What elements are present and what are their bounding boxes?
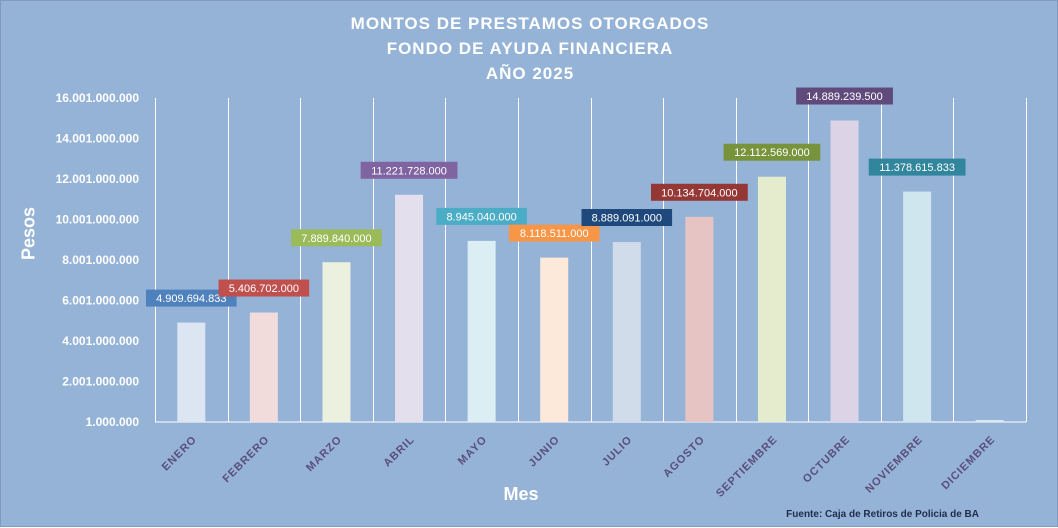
y-tick-label: 4.001.000.000: [62, 334, 139, 348]
bar: [177, 322, 206, 422]
bar: [467, 240, 496, 422]
data-label-box: [291, 229, 382, 247]
y-tick-label: 12.001.000.000: [56, 172, 140, 186]
data-label-box: [218, 279, 310, 297]
y-tick-label: 1.000.000: [86, 415, 140, 429]
data-label: 14.889.239.500: [806, 91, 882, 103]
y-tick-label: 8.001.000.000: [62, 253, 139, 267]
data-label: 11.221.728.000: [371, 165, 447, 177]
x-tick-label: JUNIO: [527, 434, 563, 470]
chart-title-line-1: MONTOS DE PRESTAMOS OTORGADOS: [350, 14, 710, 33]
data-label: 10.134.704.000: [661, 187, 737, 199]
bar: [903, 191, 932, 422]
data-label-box: [650, 183, 748, 201]
bar: [975, 420, 1004, 422]
bar: [830, 120, 859, 422]
chart-title-line-3: AÑO 2025: [485, 64, 575, 83]
data-label-box: [796, 87, 893, 105]
x-tick-label: SEPTIEMBRE: [714, 434, 780, 500]
y-tick-label: 16.001.000.000: [56, 91, 140, 105]
data-label: 8.889.091.000: [592, 213, 662, 225]
x-tick-label: MAYO: [456, 434, 490, 468]
bar: [757, 176, 786, 422]
bar: [685, 216, 714, 422]
x-tick-label: ABRIL: [381, 434, 417, 470]
data-label-box: [581, 209, 673, 227]
chart-title-line-2: FONDO DE AYUDA FINANCIERA: [386, 39, 674, 58]
data-label: 8.118.511.000: [520, 228, 589, 240]
data-label: 4.909.694.833: [156, 293, 226, 305]
data-label: 8.945.040.000: [446, 211, 516, 223]
x-tick-label: OCTUBRE: [801, 434, 853, 486]
bar: [249, 312, 278, 422]
x-tick-label: MARZO: [304, 434, 345, 475]
data-label-box: [508, 224, 600, 242]
bar: [395, 194, 424, 422]
x-tick-label: FEBRERO: [221, 434, 272, 485]
data-label-box: [868, 158, 966, 176]
data-label-box: [360, 161, 458, 179]
data-label: 11.378.615.833: [879, 162, 955, 174]
x-tick-label: JULIO: [600, 434, 635, 469]
data-label: 12.112.569.000: [734, 147, 810, 159]
data-label-box: [436, 207, 527, 225]
data-label: 7.889.840.000: [301, 233, 371, 245]
bar: [540, 257, 569, 422]
data-label-box: [723, 143, 821, 161]
x-axis-title: Mes: [503, 484, 539, 504]
x-tick-label: ENERO: [160, 434, 200, 474]
y-tick-label: 6.001.000.000: [62, 294, 139, 308]
y-tick-label: 2.001.000.000: [62, 375, 139, 389]
x-tick-label: DICIEMBRE: [939, 434, 998, 493]
y-axis-title: Pesos: [18, 206, 39, 261]
data-label: 5.406.702.000: [229, 283, 299, 295]
x-tick-label: NOVIEMBRE: [863, 434, 925, 496]
y-tick-label: 14.001.000.000: [56, 132, 140, 146]
bar: [322, 262, 351, 422]
bar: [612, 242, 641, 422]
source-note: Fuente: Caja de Retiros de Policia de BA: [786, 509, 979, 520]
data-label-box: [145, 289, 237, 307]
y-tick-label: 10.001.000.000: [56, 213, 140, 227]
x-tick-label: AGOSTO: [661, 434, 707, 480]
